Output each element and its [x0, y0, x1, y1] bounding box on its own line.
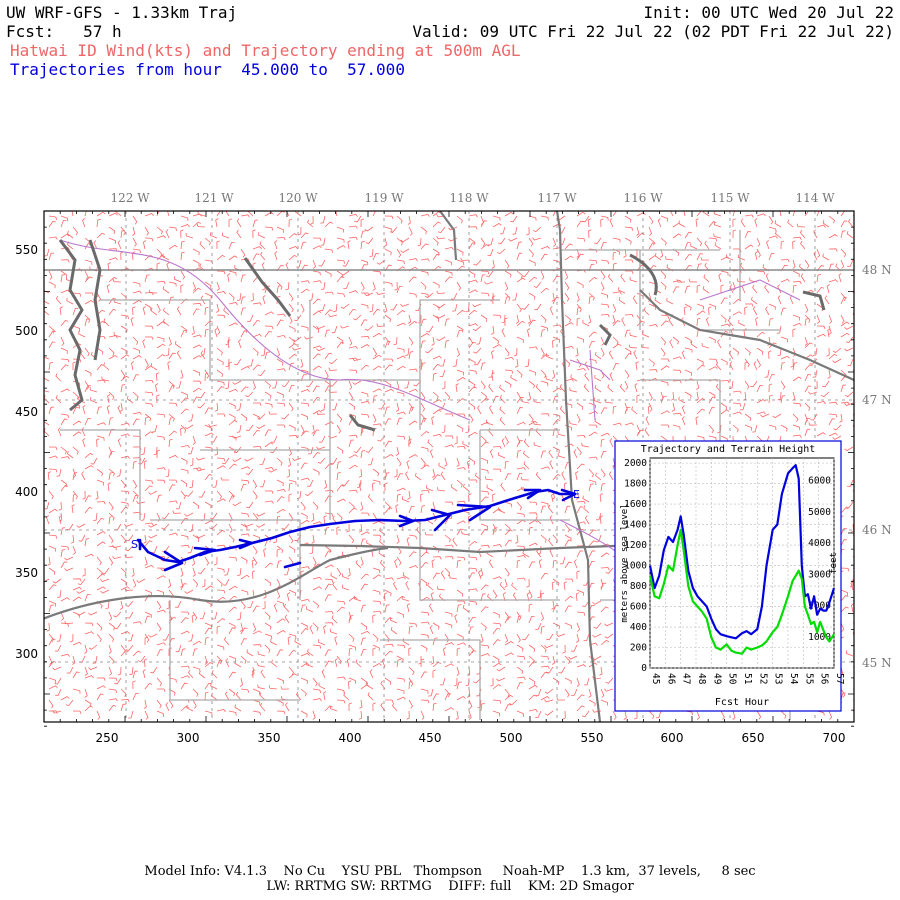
inset-left-axis: 0 200 400 600 800 1000 1200 1400 1600 1800 2000: [624, 458, 647, 674]
state-borders: [44, 211, 854, 722]
y-tick-label: 450: [15, 405, 38, 419]
lon-label: 115 W: [710, 191, 750, 205]
x-grid-ticks: 250 300 350 400 450 500 550 600 650 700: [96, 731, 846, 745]
lat-label: 46 N: [862, 523, 892, 537]
inset-right-tick: 2000: [808, 601, 831, 612]
map-frame-ticks: [43, 210, 855, 727]
inset-x-tick: 55: [803, 673, 814, 684]
y-tick-label: 550: [15, 243, 38, 257]
x-tick-label: 250: [96, 731, 119, 745]
inset-left-tick: 1600: [624, 499, 647, 510]
inset-x-tick: 45: [650, 673, 661, 684]
forecast-hour: Fcst: 57 h: [6, 22, 122, 41]
y-grid-ticks: 550 500 450 400 350 300: [15, 243, 38, 661]
inset-title: Trajectory and Terrain Height: [641, 444, 816, 455]
inset-left-tick: 0: [641, 663, 647, 674]
trajectory-height-line: [648, 464, 836, 640]
inset-left-axis-title: meters above sea level: [620, 503, 630, 622]
y-tick-label: 350: [15, 566, 38, 580]
footer-model-info: Model Info: V4.1.3 No Cu YSU PBL Thompso…: [144, 864, 756, 879]
footer-physics: LW: RRTMG SW: RRTMG DIFF: full KM: 2D Sm…: [266, 879, 634, 894]
inset-left-tick: 200: [630, 643, 647, 654]
inset-x-tick: 50: [727, 673, 738, 685]
x-tick-label: 600: [661, 731, 684, 745]
inset-x-tick: 46: [665, 673, 676, 685]
inset-series: [648, 464, 836, 655]
inset-x-tick: 51: [742, 673, 753, 685]
x-tick-label: 500: [500, 731, 523, 745]
inset-left-tick: 400: [630, 622, 647, 633]
init-time: Init: 00 UTC Wed 20 Jul 22: [643, 3, 894, 22]
inset-x-tick: 53: [773, 673, 784, 684]
lat-label: 48 N: [862, 263, 892, 277]
inset-x-tick: 47: [681, 673, 692, 684]
lon-label: 117 W: [537, 191, 577, 205]
inset-right-tick: 5000: [808, 507, 831, 518]
lon-label: 119 W: [364, 191, 404, 205]
inset-gridlines: [649, 458, 835, 669]
subtitle-wind: Hatwai ID Wind(kts) and Trajectory endin…: [10, 41, 521, 60]
x-tick-label: 550: [581, 731, 604, 745]
inset-x-tick: 57: [834, 673, 845, 684]
lon-label: 120 W: [278, 191, 318, 205]
lon-label: 116 W: [623, 191, 663, 205]
lon-label: 121 W: [194, 191, 234, 205]
x-tick-label: 300: [177, 731, 200, 745]
x-tick-label: 450: [419, 731, 442, 745]
inset-right-tick: 1000: [808, 632, 831, 643]
y-tick-label: 400: [15, 485, 38, 499]
trajectory-path: [136, 488, 577, 572]
terrain-height-line: [648, 528, 835, 655]
model-title: UW WRF-GFS - 1.33km Traj: [6, 3, 238, 22]
inset-x-axis: 45 46 47 48 49 50 51 52 53 54 55 56 57: [650, 673, 845, 685]
longitude-labels: 122 W 121 W 120 W 119 W 118 W 117 W 116 …: [110, 191, 835, 205]
x-tick-label: 700: [823, 731, 846, 745]
inset-x-tick: 54: [788, 673, 799, 685]
y-tick-label: 300: [15, 647, 38, 661]
x-tick-label: 400: [339, 731, 362, 745]
latitude-labels: 48 N 47 N 46 N 45 N: [862, 263, 892, 670]
inset-left-tick: 2000: [624, 458, 647, 469]
inset-left-tick: 1000: [624, 561, 647, 572]
inset-x-tick: 49: [711, 673, 722, 685]
x-tick-label: 650: [742, 731, 765, 745]
inset-x-axis-title: Fcst Hour: [715, 697, 769, 708]
lat-label: 47 N: [862, 393, 892, 407]
trajectory-start-label: S: [131, 538, 138, 551]
trajectory-end-label: E: [573, 488, 580, 501]
inset-left-tick: 600: [630, 602, 647, 613]
inset-right-axis-title: feet: [829, 552, 839, 574]
lon-label: 122 W: [110, 191, 150, 205]
inset-right-tick: 3000: [808, 569, 831, 580]
y-tick-label: 500: [15, 324, 38, 338]
inset-left-tick: 1800: [624, 479, 647, 490]
trajectory-height-inset: Trajectory and Terrain Height 0 200 400 600…: [614, 440, 845, 712]
inset-x-tick: 48: [696, 673, 707, 685]
lon-label: 114 W: [795, 191, 835, 205]
x-tick-label: 350: [258, 731, 281, 745]
lon-label: 118 W: [449, 191, 489, 205]
frame-tick-marks: [43, 210, 855, 727]
subtitle-trajectory: Trajectories from hour 45.000 to 57.000: [10, 60, 405, 79]
inset-left-tick: 1400: [624, 520, 647, 531]
inset-left-tick: 800: [630, 581, 647, 592]
lat-label: 45 N: [862, 656, 892, 670]
inset-frame: [614, 440, 842, 712]
inset-left-tick: 1200: [624, 540, 647, 551]
valid-time: Valid: 09 UTC Fri 22 Jul 22 (02 PDT Fri …: [412, 22, 894, 41]
inset-right-tick: 4000: [808, 538, 831, 549]
inset-right-axis: 1000 2000 3000 4000 5000 6000: [808, 476, 831, 643]
inset-x-tick: 52: [757, 673, 768, 684]
inset-x-tick: 56: [819, 673, 830, 685]
inset-right-tick: 6000: [808, 476, 831, 487]
